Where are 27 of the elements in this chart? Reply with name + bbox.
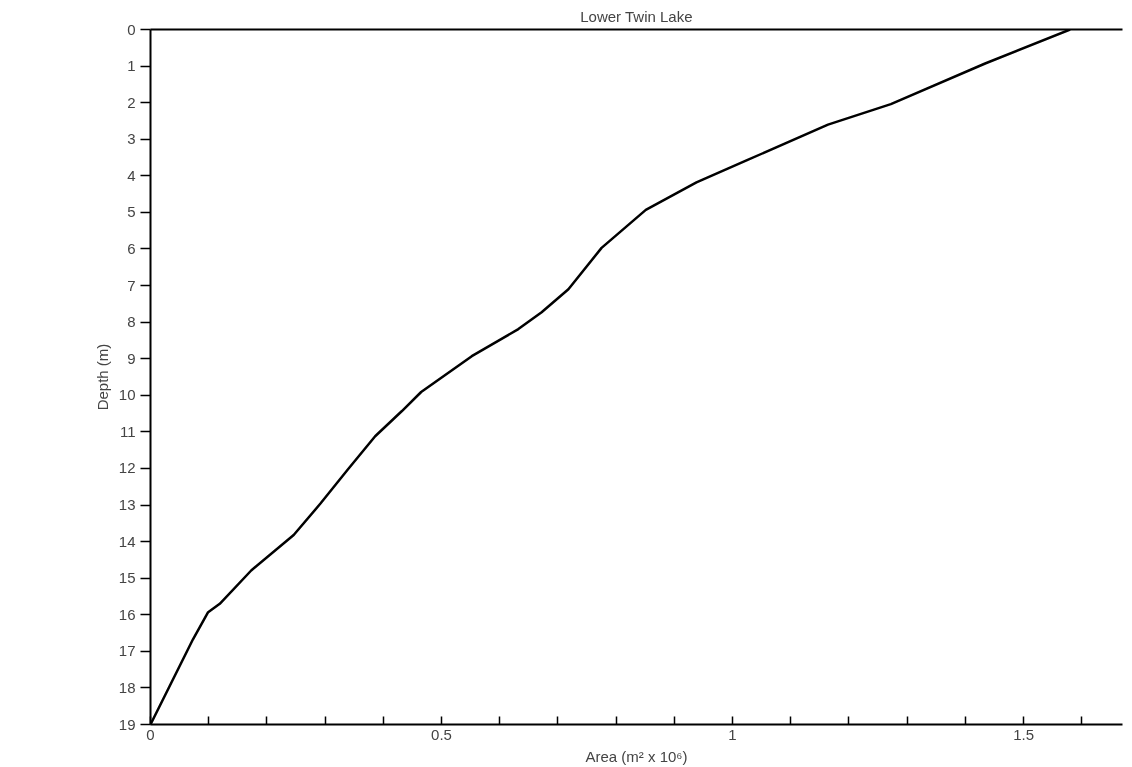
y-tick-label: 1 [127, 57, 136, 75]
y-tick-label: 9 [127, 349, 136, 367]
y-tick-label: 3 [127, 130, 136, 148]
y-tick-label: 8 [127, 313, 136, 331]
y-tick-label: 17 [118, 642, 136, 660]
x-tick-label: 0 [146, 725, 155, 743]
y-tick-label: 16 [118, 605, 136, 623]
y-tick-label: 4 [127, 166, 136, 184]
y-tick-label: 10 [118, 386, 136, 404]
x-tick-label: 1 [728, 725, 737, 743]
x-tick-label: 0.5 [431, 725, 452, 743]
y-tick-label: 13 [118, 496, 136, 514]
x-axis-title: Area (m² x 10⁶) [585, 747, 688, 765]
y-tick-label: 19 [118, 715, 136, 733]
y-tick-label: 7 [127, 276, 136, 294]
y-tick-label: 6 [127, 239, 136, 257]
y-tick-label: 12 [118, 459, 136, 477]
y-axis-title: Depth (m) [93, 343, 111, 411]
y-tick-label: 18 [118, 678, 136, 696]
y-tick-label: 15 [118, 569, 136, 587]
x-tick-label: 1.5 [1013, 725, 1034, 743]
y-tick-label: 2 [127, 93, 136, 111]
y-tick-label: 11 [119, 422, 136, 440]
y-tick-label: 0 [127, 20, 136, 38]
chart-title: Lower Twin Lake [580, 7, 693, 25]
y-tick-label: 14 [118, 532, 136, 550]
y-tick-label: 5 [127, 203, 136, 221]
